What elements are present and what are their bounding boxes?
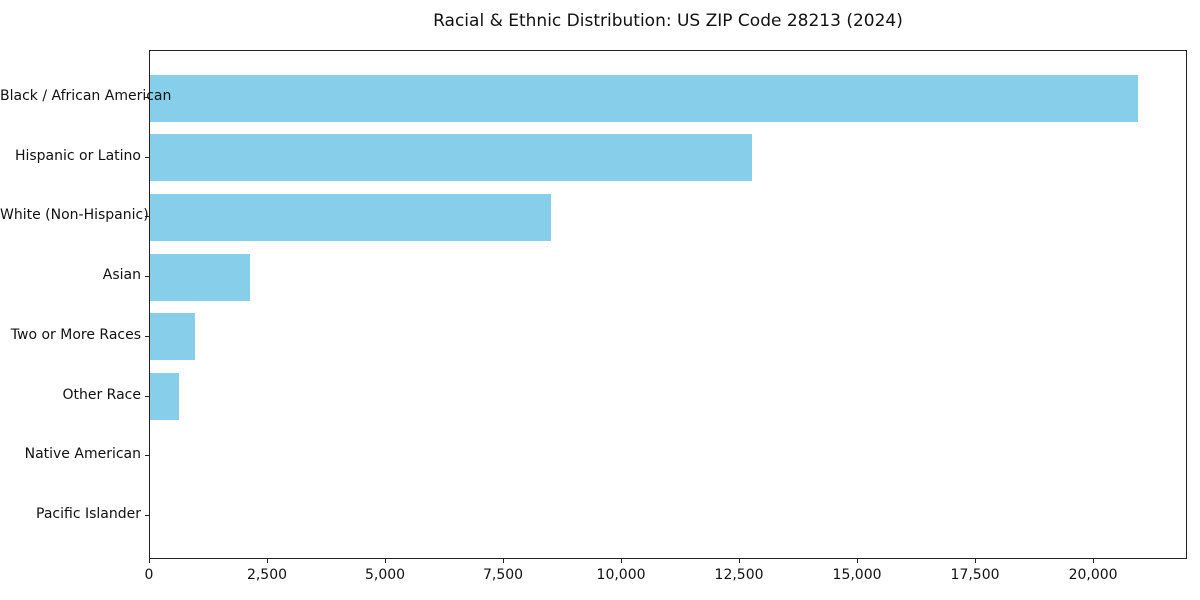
y-tick-label: Native American bbox=[24, 446, 141, 463]
x-tick-label: 7,500 bbox=[482, 567, 524, 583]
bar-white-non-hispanic bbox=[150, 193, 552, 241]
y-tick-mark bbox=[145, 216, 149, 218]
x-tick-label: 15,000 bbox=[832, 567, 882, 583]
x-tick-mark bbox=[739, 559, 741, 563]
y-tick-label: Asian bbox=[102, 267, 141, 284]
y-tick-label: Hispanic or Latino bbox=[14, 147, 141, 164]
x-tick-mark bbox=[385, 559, 387, 563]
x-tick-label: 10,000 bbox=[596, 567, 646, 583]
bar-hispanic-or-latino bbox=[150, 134, 752, 182]
x-tick-label: 0 bbox=[144, 567, 154, 583]
y-tick-label: Black / African American bbox=[0, 88, 172, 104]
x-tick-mark bbox=[1093, 559, 1095, 563]
y-tick-label: Pacific Islander bbox=[36, 506, 141, 522]
bar-asian bbox=[150, 253, 251, 301]
bar-black-african-american bbox=[150, 74, 1138, 122]
x-tick-label: 20,000 bbox=[1068, 567, 1118, 583]
x-tick-label: 17,500 bbox=[950, 567, 1000, 583]
y-tick-mark bbox=[145, 515, 149, 516]
y-tick-mark bbox=[145, 335, 149, 337]
y-tick-mark bbox=[145, 395, 149, 397]
bar-two-or-more-races bbox=[150, 313, 195, 361]
x-tick-mark bbox=[503, 559, 505, 563]
x-tick-mark bbox=[621, 559, 623, 563]
y-tick-mark bbox=[145, 276, 149, 278]
y-tick-mark bbox=[145, 97, 149, 98]
y-tick-label: White (Non-Hispanic) bbox=[0, 207, 149, 224]
plot-area bbox=[149, 50, 1187, 559]
x-tick-mark bbox=[857, 559, 859, 563]
y-tick-mark bbox=[145, 455, 149, 457]
x-tick-mark bbox=[149, 559, 150, 563]
x-tick-label: 2,500 bbox=[246, 567, 288, 583]
x-tick-mark bbox=[975, 559, 977, 563]
y-tick-mark bbox=[145, 156, 149, 158]
x-tick-label: 5,000 bbox=[364, 567, 406, 583]
x-tick-mark bbox=[267, 559, 268, 563]
bar-other-race bbox=[150, 373, 179, 421]
y-tick-label: Two or More Races bbox=[10, 326, 141, 343]
x-tick-label: 12,500 bbox=[714, 567, 764, 583]
chart-title: Racial & Ethnic Distribution: US ZIP Cod… bbox=[433, 11, 903, 31]
y-tick-label: Other Race bbox=[62, 386, 141, 403]
